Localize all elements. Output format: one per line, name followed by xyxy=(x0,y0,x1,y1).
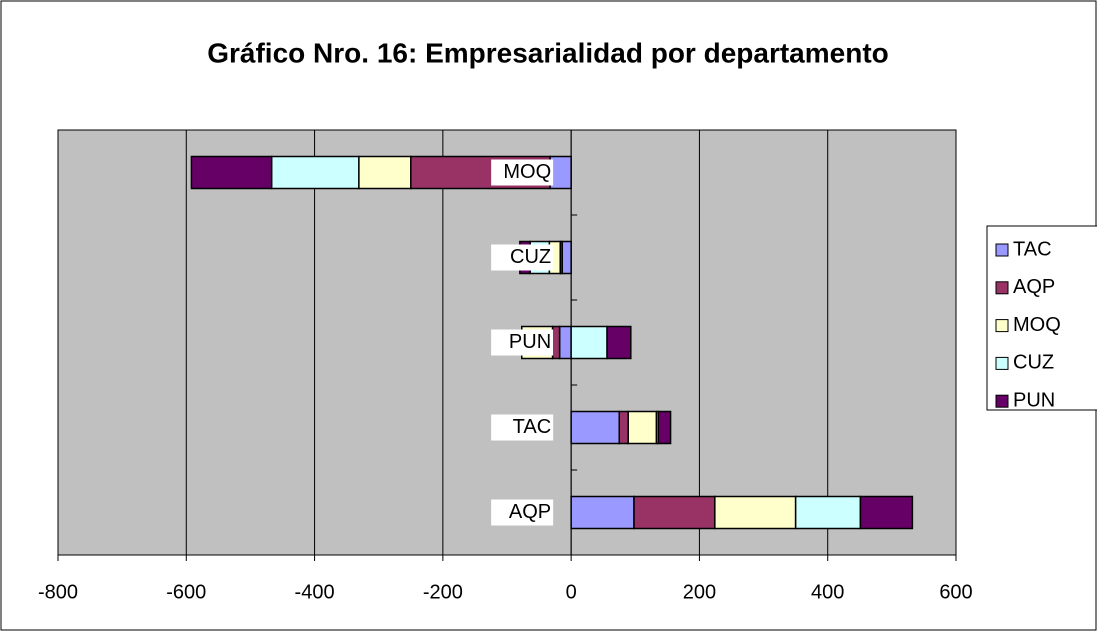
x-tick-label: -800 xyxy=(38,581,78,603)
x-tick-label: 600 xyxy=(939,581,972,603)
category-label-bg xyxy=(491,329,554,356)
category-label-bg xyxy=(491,159,554,186)
legend-box xyxy=(986,225,1097,411)
bar xyxy=(561,240,572,275)
legend-swatch xyxy=(995,319,1009,333)
legend-swatch xyxy=(995,281,1009,295)
bar xyxy=(549,155,572,190)
bar xyxy=(606,325,632,360)
category-label-bg xyxy=(491,499,554,526)
bar xyxy=(618,410,629,445)
legend-label: AQP xyxy=(1013,276,1055,298)
bar xyxy=(570,325,608,360)
category-label: PUN xyxy=(509,331,551,353)
legend-swatch xyxy=(995,243,1009,257)
legend-label: MOQ xyxy=(1013,314,1061,336)
bar xyxy=(657,410,672,445)
bar xyxy=(794,495,862,530)
category-label-bg xyxy=(491,414,554,441)
bar xyxy=(558,325,572,360)
legend-label: TAC xyxy=(1013,238,1052,260)
legend-label: CUZ xyxy=(1013,352,1054,374)
x-tick-label: -400 xyxy=(295,581,335,603)
bar xyxy=(551,325,561,360)
category-label-bg xyxy=(491,244,554,271)
bar xyxy=(190,155,273,190)
bar xyxy=(270,155,360,190)
x-tick-label: 400 xyxy=(811,581,844,603)
bar xyxy=(633,495,716,530)
x-tick-label: -200 xyxy=(423,581,463,603)
legend-label: PUN xyxy=(1013,389,1055,411)
x-tick-label: 200 xyxy=(683,581,716,603)
x-tick-label: -600 xyxy=(166,581,206,603)
bar xyxy=(714,495,797,530)
bar xyxy=(358,155,412,190)
chart-title: Gráfico Nro. 16: Empresarialidad por dep… xyxy=(207,37,889,68)
category-label: CUZ xyxy=(510,246,551,268)
bar xyxy=(627,410,658,445)
x-tick-label: 0 xyxy=(566,581,577,603)
category-label: TAC xyxy=(513,416,552,438)
bar xyxy=(859,495,914,530)
bar xyxy=(570,410,621,445)
category-label: AQP xyxy=(509,501,551,523)
legend-swatch xyxy=(995,394,1009,408)
bar xyxy=(570,495,635,530)
legend-swatch xyxy=(995,356,1009,370)
category-label: MOQ xyxy=(503,161,551,183)
